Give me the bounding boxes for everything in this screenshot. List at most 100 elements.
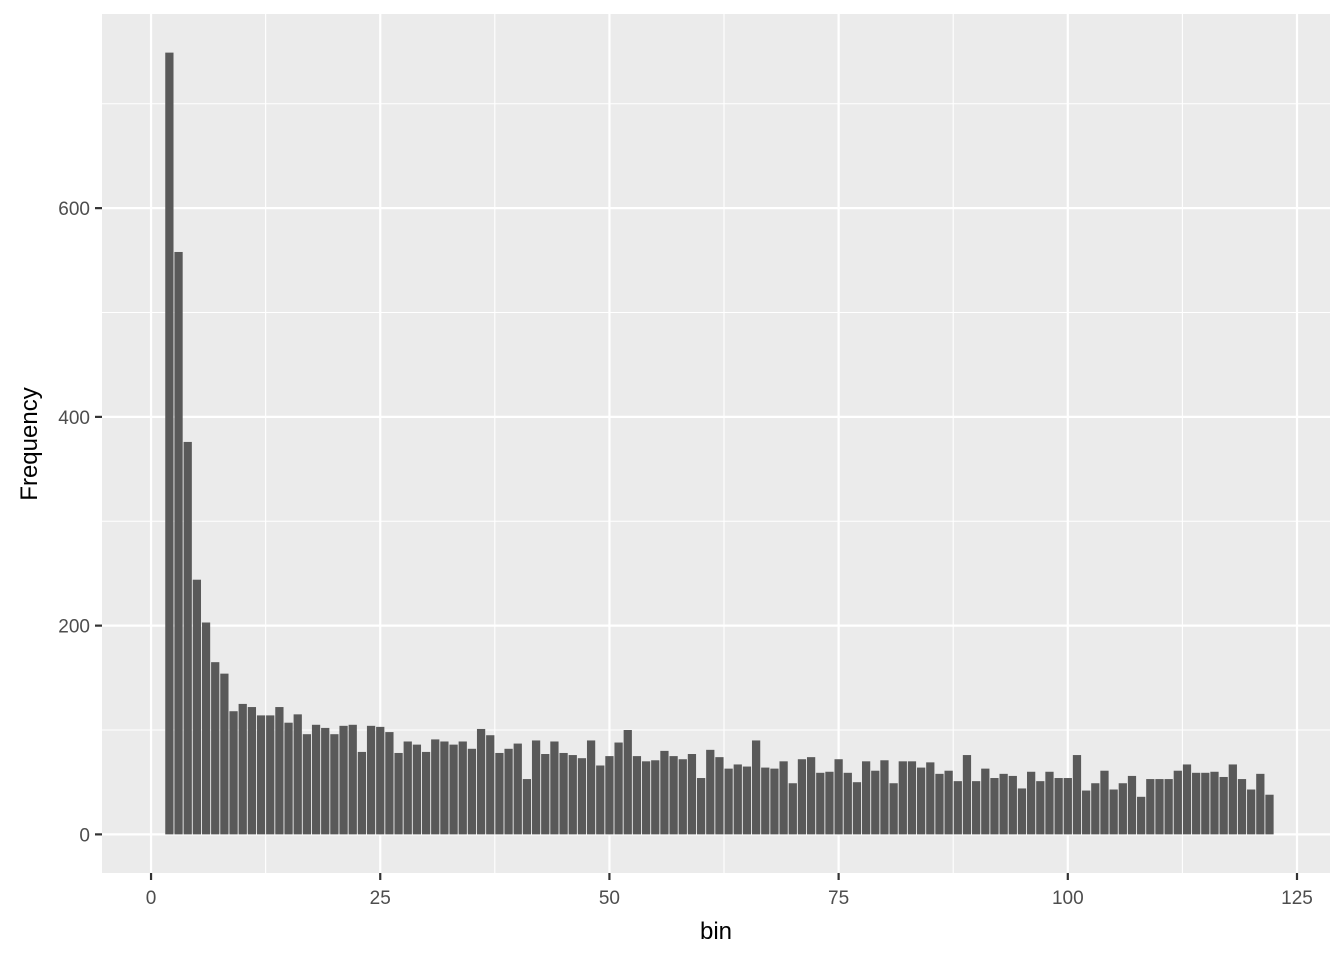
- bar: [366, 725, 376, 835]
- axes: 0 25 50 75 100 125 0 200 400 600: [58, 199, 1313, 909]
- y-tick-label: 0: [79, 825, 90, 846]
- bar: [412, 744, 422, 835]
- y-tick-label: 600: [58, 199, 90, 220]
- bar: [669, 756, 678, 835]
- bar: [1201, 772, 1210, 835]
- bar: [944, 770, 953, 835]
- bar: [311, 724, 321, 835]
- bar: [504, 748, 513, 835]
- bar: [1155, 779, 1164, 835]
- bar: [330, 734, 339, 835]
- bar: [559, 752, 568, 835]
- bar: [486, 735, 495, 835]
- bar: [834, 759, 843, 835]
- bar: [898, 761, 907, 835]
- bar: [1008, 775, 1017, 835]
- bar: [605, 756, 614, 835]
- bar: [816, 772, 825, 835]
- bar: [440, 741, 449, 835]
- bar: [449, 744, 458, 835]
- bar: [568, 755, 577, 835]
- bar: [357, 751, 367, 835]
- bar: [421, 751, 431, 835]
- bar: [1219, 776, 1228, 835]
- bar: [999, 773, 1008, 835]
- bar: [476, 728, 486, 835]
- bar: [981, 768, 990, 835]
- bar: [962, 755, 972, 835]
- bars: [165, 52, 1274, 835]
- bar: [495, 752, 504, 835]
- bar: [1063, 778, 1072, 835]
- bar: [192, 579, 202, 835]
- x-tick-label: 0: [146, 888, 157, 909]
- bar: [715, 757, 724, 835]
- bar: [1237, 779, 1247, 835]
- bar: [467, 748, 477, 835]
- bar: [916, 767, 926, 835]
- bar: [788, 783, 797, 835]
- bar: [348, 724, 357, 835]
- bar: [806, 757, 816, 835]
- bar: [293, 714, 302, 835]
- bar: [1036, 781, 1045, 835]
- bar: [1256, 773, 1265, 835]
- bar: [1173, 770, 1182, 835]
- bar: [174, 251, 183, 835]
- x-tick-label: 100: [1052, 888, 1084, 909]
- x-tick-label: 75: [828, 888, 849, 909]
- bar: [220, 673, 229, 835]
- bar: [458, 741, 467, 835]
- bar: [385, 732, 394, 835]
- bar: [394, 752, 403, 835]
- bar: [1082, 790, 1091, 835]
- bar: [733, 764, 742, 835]
- bar: [339, 725, 348, 835]
- bar: [522, 779, 532, 835]
- bar: [165, 52, 174, 835]
- x-tick-label: 50: [599, 888, 620, 909]
- bar: [1164, 779, 1173, 835]
- bar: [1072, 755, 1082, 835]
- bar: [376, 726, 385, 835]
- bar: [706, 749, 715, 835]
- y-axis-title: Frequency: [16, 387, 43, 500]
- bar: [1054, 778, 1063, 835]
- bar: [779, 761, 788, 835]
- bar: [861, 761, 871, 835]
- bar: [990, 778, 999, 835]
- bar: [724, 768, 733, 835]
- bar: [1127, 775, 1137, 835]
- bar: [586, 740, 596, 835]
- bar: [632, 756, 642, 835]
- bar: [825, 771, 834, 835]
- bar: [1118, 783, 1127, 835]
- bar: [770, 768, 779, 835]
- bar: [696, 778, 706, 835]
- bar: [1091, 783, 1100, 835]
- bar: [201, 622, 211, 835]
- x-tick-label: 125: [1281, 888, 1313, 909]
- bar: [1210, 771, 1219, 835]
- x-axis-title: bin: [700, 918, 732, 945]
- bar: [1045, 771, 1054, 835]
- bar: [1100, 770, 1109, 835]
- bar: [953, 781, 962, 835]
- bar: [797, 759, 807, 835]
- bar: [843, 772, 852, 835]
- bar: [852, 782, 862, 835]
- y-tick-label: 400: [58, 408, 90, 429]
- bar: [577, 758, 587, 835]
- bar: [623, 730, 632, 835]
- bar: [926, 762, 935, 835]
- bar: [284, 722, 293, 835]
- bar: [302, 734, 312, 835]
- bar: [1192, 772, 1201, 835]
- bar: [1265, 794, 1274, 835]
- bar: [1228, 764, 1237, 835]
- x-tick-label: 25: [370, 888, 391, 909]
- bar: [321, 727, 330, 835]
- bar: [1146, 779, 1155, 835]
- bar: [211, 662, 220, 835]
